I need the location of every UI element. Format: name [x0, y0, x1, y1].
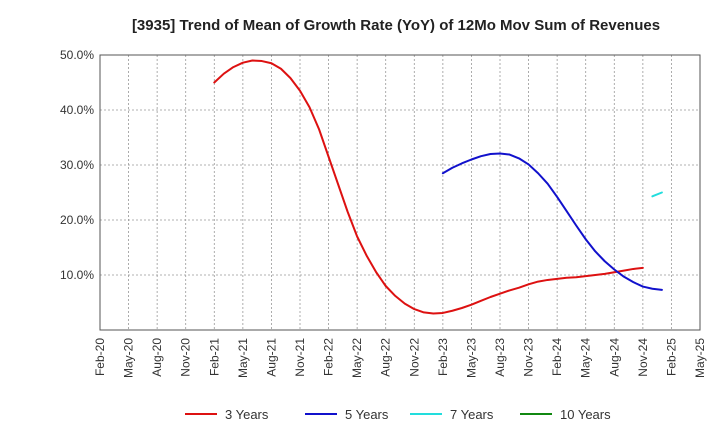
- plot-area: [100, 55, 700, 330]
- y-tick-label: 40.0%: [60, 103, 94, 117]
- x-tick-label: Aug-22: [379, 338, 393, 377]
- series-lines: [213, 59, 663, 315]
- plot-border: [99, 54, 701, 331]
- x-tick-label: May-21: [236, 338, 250, 378]
- x-tick-label: May-20: [122, 338, 136, 378]
- x-tick-label: Aug-20: [150, 338, 164, 377]
- x-tick-label: Aug-21: [264, 338, 278, 377]
- x-tick-label: Nov-21: [293, 338, 307, 377]
- legend-label: 5 Years: [345, 407, 389, 422]
- x-tick-label: May-25: [693, 338, 707, 378]
- y-tick-label: 20.0%: [60, 213, 94, 227]
- x-tick-label: May-23: [464, 338, 478, 378]
- x-tick-label: Nov-22: [407, 338, 421, 377]
- legend: 3 Years 5 Years 7 Years 10 Years: [185, 407, 611, 422]
- legend-label: 7 Years: [450, 407, 494, 422]
- x-axis-tick-labels: Feb-20 May-20 Aug-20 Nov-20 Feb-21 May-21 Aug-…: [93, 338, 707, 378]
- y-tick-label: 10.0%: [60, 268, 94, 282]
- x-tick-label: Feb-25: [664, 338, 678, 376]
- legend-item-7-years: 7 Years: [410, 407, 494, 422]
- y-tick-label: 50.0%: [60, 48, 94, 62]
- legend-item-3-years: 3 Years: [185, 407, 269, 422]
- y-tick-label: 30.0%: [60, 158, 94, 172]
- legend-item-5-years: 5 Years: [305, 407, 389, 422]
- x-tick-label: Nov-24: [636, 338, 650, 377]
- x-tick-label: May-22: [350, 338, 364, 378]
- legend-label: 10 Years: [560, 407, 611, 422]
- legend-label: 3 Years: [225, 407, 269, 422]
- chart-title: [3935] Trend of Mean of Growth Rate (YoY…: [132, 17, 660, 34]
- x-tick-label: Nov-20: [179, 338, 193, 377]
- x-tick-label: Aug-23: [493, 338, 507, 377]
- x-tick-label: Nov-23: [522, 338, 536, 377]
- x-tick-label: Feb-23: [436, 338, 450, 376]
- x-tick-label: Feb-21: [207, 338, 221, 376]
- series-line-7-years: [651, 191, 663, 198]
- x-tick-label: Aug-24: [607, 338, 621, 377]
- x-tick-label: Feb-24: [550, 338, 564, 376]
- y-axis-tick-labels: 10.0% 20.0% 30.0% 40.0% 50.0%: [60, 48, 94, 282]
- series-line-5-years: [441, 152, 663, 291]
- x-tick-label: Feb-22: [322, 338, 336, 376]
- x-tick-label: May-24: [579, 338, 593, 378]
- x-tick-label: Feb-20: [93, 338, 107, 376]
- legend-item-10-years: 10 Years: [520, 407, 611, 422]
- series-line-3-years: [213, 59, 644, 315]
